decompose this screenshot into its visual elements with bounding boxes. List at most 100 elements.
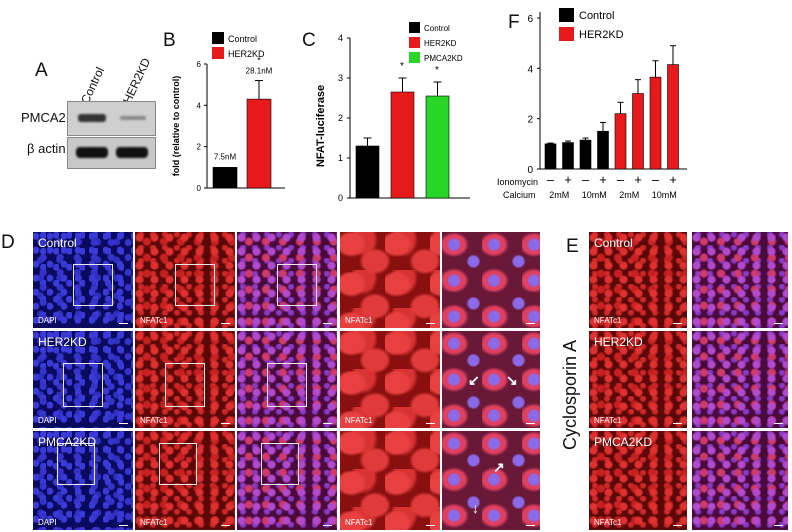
channel-label: DAPI xyxy=(38,416,57,425)
ionomycin-label: Ionomycin xyxy=(497,177,538,187)
scale-bar xyxy=(526,423,535,424)
zoom-box xyxy=(175,264,215,306)
ionomycin-sign: + xyxy=(599,172,607,187)
channel-label: DAPI xyxy=(38,316,57,325)
y-axis-label: NFAT-luciferase xyxy=(315,85,327,167)
y-tick-label: 0 xyxy=(197,184,202,193)
y-axis-label: fold (relative to control) xyxy=(171,76,181,177)
legend-label-pmca2kd: PMCA2KD xyxy=(424,54,463,63)
ionomycin-sign: + xyxy=(634,172,642,187)
scale-bar xyxy=(221,423,230,424)
scale-bar xyxy=(221,323,230,324)
cyclosporin-her2kd-merge xyxy=(692,331,788,428)
blot-row-actin: β actin xyxy=(27,141,66,156)
arrow-pmca2kd-1: ↗ xyxy=(493,459,505,475)
scale-bar xyxy=(426,423,435,424)
y-tick-label: 2 xyxy=(338,113,343,123)
legend-label-her2kd: HER2KD xyxy=(228,49,265,59)
y-tick-label: 4 xyxy=(197,101,202,110)
legend-label-control: Control xyxy=(228,34,257,44)
scale-bar xyxy=(673,323,682,324)
legend-label-her2kd: HER2KD xyxy=(424,39,457,48)
calcium-value: 10mM xyxy=(582,190,607,200)
zoom-box xyxy=(165,363,205,407)
bar-control xyxy=(544,143,557,170)
y-tick-label: 6 xyxy=(197,60,202,69)
chart-c: Control HER2KD PMCA2KD 0 1 2 3 4 NFAT-luciferase… xyxy=(315,22,470,203)
legend-label-her2kd: HER2KD xyxy=(579,29,624,41)
bar-control xyxy=(597,130,609,170)
arrow-her2kd-2: ↘ xyxy=(506,372,518,388)
calcium-value: 2mM xyxy=(549,190,569,200)
channel-label: NFATc1 xyxy=(594,518,622,527)
panel-b-label: B xyxy=(163,30,176,51)
micrograph-control-zoommerge xyxy=(442,232,540,328)
channel-label: NFATc1 xyxy=(345,316,373,325)
micrograph-pmca2kd-zoommerge xyxy=(442,431,540,530)
ionomycin-sign: – xyxy=(617,172,625,187)
bar-her2kd xyxy=(390,91,415,199)
zoom-box xyxy=(267,363,307,407)
row-label: Control xyxy=(594,236,633,250)
channel-label: DAPI xyxy=(38,518,57,527)
scale-bar xyxy=(774,525,783,526)
channel-label: NFATc1 xyxy=(594,316,622,325)
legend-label-control: Control xyxy=(424,24,450,33)
channel-label: NFATc1 xyxy=(140,416,168,425)
bar-her2kd xyxy=(614,113,627,170)
legend-swatch-her2kd xyxy=(409,37,420,48)
y-tick-label: 2 xyxy=(197,143,202,152)
cyclosporin-pmca2kd-nfatc1: PMCA2KD NFATc1 xyxy=(589,431,687,530)
bar-control xyxy=(212,167,238,189)
channel-label: NFATc1 xyxy=(140,316,168,325)
ionomycin-sign: – xyxy=(652,172,660,187)
zoom-box xyxy=(159,443,197,485)
channel-label: NFATc1 xyxy=(594,416,622,425)
micrograph-her2kd-nfat: NFATc1 xyxy=(135,331,235,428)
cyclosporin-label: Cyclosporin A xyxy=(560,339,580,450)
legend-swatch-control xyxy=(212,32,224,44)
y-tick-label: 3 xyxy=(338,73,343,83)
scale-bar xyxy=(526,323,535,324)
channel-label: NFATc1 xyxy=(345,416,373,425)
calcium-label: Calcium xyxy=(503,190,536,200)
y-tick-label: 6 xyxy=(527,14,533,25)
channel-label: NFATc1 xyxy=(140,518,168,527)
bar-control xyxy=(355,145,380,199)
calcium-value: 2mM xyxy=(619,190,639,200)
blot-actin xyxy=(67,137,156,169)
micrograph-control-zoomred: NFATc1 xyxy=(340,232,440,328)
micrograph-control-merge xyxy=(237,232,337,328)
bar-her2kd xyxy=(246,98,272,189)
annotation-control: 7.5nM xyxy=(214,152,237,161)
scale-bar xyxy=(119,525,128,526)
micrograph-her2kd-dapi: DAPI HER2KD xyxy=(33,331,133,428)
y-tick-label: 0 xyxy=(527,165,533,176)
arrow-pmca2kd-2: ↓ xyxy=(472,500,479,516)
panel-d-label: D xyxy=(1,232,15,253)
zoom-box xyxy=(261,443,299,485)
legend-swatch-control xyxy=(559,8,574,22)
cyclosporin-control-nfatc1: Control NFATc1 xyxy=(589,232,687,328)
scale-bar xyxy=(323,323,332,324)
zoom-box xyxy=(277,264,317,306)
bar-control xyxy=(562,142,574,170)
star-pmca2kd: * xyxy=(435,65,439,76)
channel-label: NFATc1 xyxy=(345,518,373,527)
scale-bar xyxy=(119,323,128,324)
significance-star: * xyxy=(257,56,261,66)
panel-a-label: A xyxy=(35,60,48,81)
cyclosporin-her2kd-nfatc1: HER2KD NFATc1 xyxy=(589,331,687,428)
scale-bar xyxy=(221,525,230,526)
arrow-her2kd-1: ↙ xyxy=(468,372,480,388)
micrograph-control-dapi: DAPI Control xyxy=(33,232,133,328)
scale-bar xyxy=(323,525,332,526)
scale-bar xyxy=(119,423,128,424)
row-label: HER2KD xyxy=(594,335,643,349)
y-tick-label: 0 xyxy=(338,193,343,203)
scale-bar xyxy=(774,423,783,424)
cyclosporin-control-merge xyxy=(692,232,788,328)
bar-pmca2kd xyxy=(425,95,450,199)
scale-bar xyxy=(673,525,682,526)
scale-bar xyxy=(323,423,332,424)
